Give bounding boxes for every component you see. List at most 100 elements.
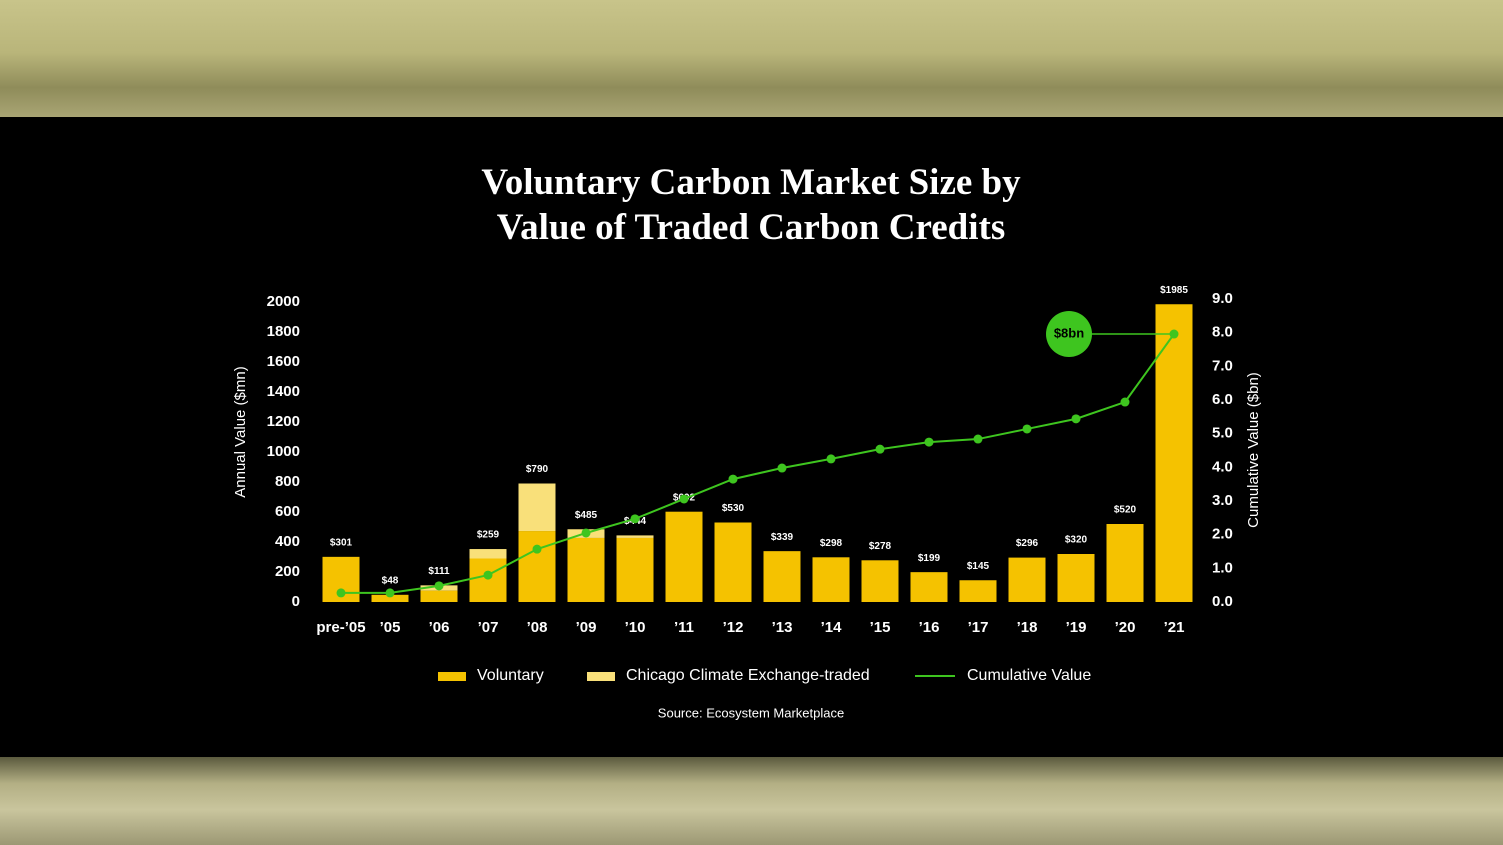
y-tick-label: 2000 [267,293,300,310]
bar [518,483,556,532]
data-label: $320 [1065,535,1088,546]
chart-title: Voluntary Carbon Market Size by Value of… [481,162,1021,248]
line-point [483,570,493,580]
bar [518,531,556,602]
y2-tick-label: 3.0 [1212,492,1233,509]
y-tick-label: 800 [275,473,300,490]
legend-label: Chicago Climate Exchange-traded [626,667,870,684]
x-tick-label: ’20 [1115,619,1136,636]
data-label: $530 [722,503,745,514]
line-point [1120,397,1130,407]
y2-axis-label: Cumulative Value ($bn) [1245,372,1262,528]
bar [763,551,801,602]
line-point [532,544,542,554]
annotation: $8bn [1054,325,1084,340]
data-label: $485 [575,510,598,521]
line-point [581,528,591,538]
line-point [630,514,640,524]
chart-panel [0,117,1503,757]
y2-tick-label: 7.0 [1212,357,1233,374]
data-label: $1985 [1160,285,1188,296]
data-label: $298 [820,538,843,549]
x-tick-label: ’05 [380,619,401,636]
data-label: $520 [1114,505,1137,516]
line-point [434,581,444,591]
x-tick-label: pre-’05 [316,619,365,636]
line-point [777,463,787,473]
data-label: $301 [330,537,353,548]
line-point [385,588,395,598]
bar [1106,524,1144,602]
data-label: $296 [1016,538,1039,549]
y-tick-label: 1200 [267,413,300,430]
y-tick-label: 1000 [267,443,300,460]
bar [910,572,948,602]
bar [371,594,409,602]
data-label: $199 [918,553,941,564]
y2-tick-label: 8.0 [1212,324,1233,341]
data-label: $259 [477,530,500,541]
x-tick-label: ’18 [1017,619,1038,636]
data-label: $145 [967,561,990,572]
x-tick-label: ’10 [625,619,646,636]
bar [1008,557,1046,602]
line-point [924,437,934,447]
legend-swatch [587,672,615,681]
y2-tick-label: 0.0 [1212,593,1233,610]
annotation-bubble [1046,311,1092,358]
line-point [336,588,346,598]
y2-tick-label: 5.0 [1212,425,1233,442]
x-tick-label: ’13 [772,619,793,636]
y-tick-label: 1600 [267,353,300,370]
x-tick-label: ’19 [1066,619,1087,636]
bar [420,590,458,602]
line-point [679,494,689,504]
bar [665,511,703,602]
x-tick-label: ’07 [478,619,499,636]
background-photo [0,757,1503,845]
x-tick-label: ’06 [429,619,450,636]
line-point [1071,414,1081,424]
bar [567,537,605,602]
x-tick-label: ’17 [968,619,989,636]
bar [616,535,654,538]
bar [1057,554,1095,602]
y-tick-label: 0 [292,593,300,610]
line-point [973,434,983,444]
x-tick-label: ’09 [576,619,597,636]
bar [1155,304,1193,602]
x-tick-label: ’16 [919,619,940,636]
x-tick-label: ’08 [527,619,548,636]
y2-tick-label: 9.0 [1212,290,1233,307]
bar [714,522,752,602]
y2-tick-label: 1.0 [1212,559,1233,576]
y-tick-label: 600 [275,503,300,520]
data-label: $278 [869,541,892,552]
x-tick-label: ’15 [870,619,891,636]
bar [812,557,850,602]
line-point [1022,424,1032,434]
y2-tick-label: 2.0 [1212,526,1233,543]
bar [469,549,507,559]
legend-label: Voluntary [477,667,544,684]
y-tick-label: 1400 [267,383,300,400]
y2-tick-label: 4.0 [1212,458,1233,475]
x-tick-label: ’21 [1164,619,1185,636]
legend-label: Cumulative Value [967,667,1091,684]
legend-swatch [438,672,466,681]
bar [469,558,507,602]
line-point [826,454,836,464]
data-label: $790 [526,464,549,475]
data-label: $111 [428,566,450,577]
bar [959,580,997,602]
line-point [875,444,885,454]
y-axis-label: Annual Value ($mn) [232,366,249,497]
line [341,333,1175,594]
x-tick-label: ’12 [723,619,744,636]
y-tick-label: 1800 [267,323,300,340]
y-tick-label: 400 [275,533,300,550]
y-tick-label: 200 [275,563,300,580]
background-photo [0,0,1503,117]
